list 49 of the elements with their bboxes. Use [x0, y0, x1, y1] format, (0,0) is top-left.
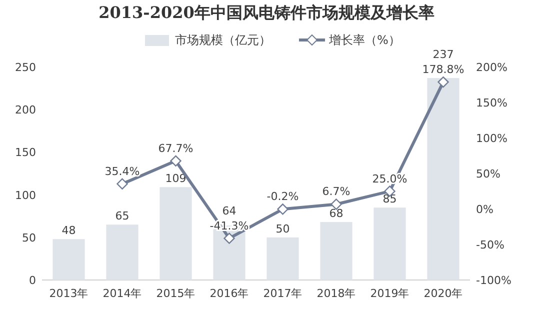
- x-tick-label: 2017年: [263, 287, 302, 300]
- bar: [427, 78, 460, 280]
- data-label: 67.7%: [158, 142, 194, 155]
- point: [116, 178, 128, 190]
- data-label: 50: [276, 222, 290, 236]
- x-tick-label: 2016年: [210, 287, 249, 300]
- point: [438, 76, 449, 88]
- y-tick-label: 0: [29, 274, 36, 287]
- y-tick-label: 100: [15, 188, 36, 202]
- y-tick-label: 150: [15, 146, 36, 160]
- y2-tick-label: -100%: [476, 274, 512, 287]
- y-tick-label: 50: [22, 231, 36, 244]
- data-label: 6.7%: [322, 185, 350, 198]
- bar: [52, 239, 85, 280]
- bar: [266, 237, 299, 280]
- data-label: 64: [222, 204, 236, 218]
- data-label: 85: [382, 192, 397, 206]
- bar: [160, 187, 192, 280]
- data-label: 35.4%: [104, 164, 140, 178]
- y2-tick-label: 200%: [476, 61, 508, 74]
- y2-tick-label: 50%: [476, 168, 500, 180]
- legend-label: 市场规模（亿元）: [175, 33, 271, 47]
- point: [277, 204, 288, 215]
- y2-tick-label: 0%: [476, 203, 494, 216]
- data-label: 178.8%: [422, 63, 464, 76]
- data-label: 109: [165, 172, 186, 186]
- bar: [106, 224, 138, 280]
- y-tick-label: 200: [15, 104, 36, 117]
- data-label: -0.2%: [266, 190, 299, 204]
- y2-tick-label: -50%: [476, 238, 504, 252]
- x-tick-label: 2020年: [424, 287, 463, 300]
- legend-label: 增长率（%）: [328, 33, 400, 47]
- y2-tick-label: 150%: [476, 96, 508, 110]
- data-label: 48: [62, 224, 76, 238]
- y-tick-label: 250: [15, 61, 36, 74]
- x-tick-label: 2013年: [49, 287, 88, 300]
- data-label: 237: [432, 48, 454, 62]
- data-label: 65: [115, 210, 130, 223]
- point: [224, 232, 235, 244]
- bar: [320, 222, 352, 280]
- point: [170, 155, 182, 167]
- x-tick-label: 2018年: [316, 287, 356, 300]
- x-tick-label: 2019年: [370, 287, 410, 300]
- bar: [374, 208, 406, 280]
- x-tick-label: 2015年: [156, 287, 196, 300]
- chart-title: 2013-2020年中国风电铸件市场规模及增长率: [98, 3, 434, 22]
- data-label: 68: [329, 207, 344, 220]
- y2-tick-label: 100%: [476, 132, 508, 145]
- x-tick-label: 2014年: [102, 287, 142, 300]
